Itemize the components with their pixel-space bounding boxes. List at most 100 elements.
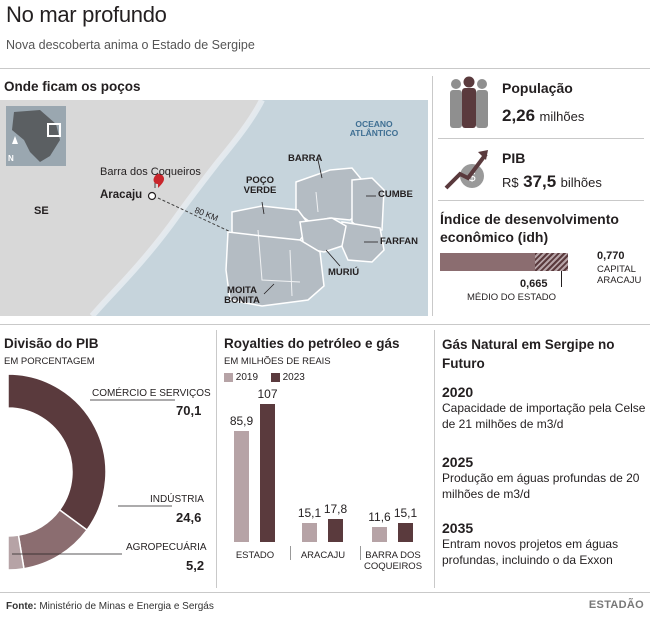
coastline [89, 100, 265, 316]
middle-divider [0, 324, 650, 325]
legend-label-2023: 2023 [282, 372, 305, 383]
page-subtitle: Nova descoberta anima o Estado de Sergip… [6, 38, 255, 52]
bar-barra-dos-coqueiros-2023 [398, 522, 413, 542]
compass-arrow [12, 136, 18, 144]
leader-poco-verde [261, 201, 265, 215]
donut-label-agro: AGROPECUÁRIA [126, 542, 207, 553]
future-text-2020: Capacidade de importação pela Celse de 2… [442, 401, 646, 432]
bar-label-aracaju-2019: 15,1 [297, 505, 322, 520]
leader-lines [154, 159, 378, 295]
future-year-2035: 2035 [442, 520, 474, 536]
wells-map: N SE Barra dos Coqueiros Aracaju 80 KM O… [0, 100, 428, 316]
map-section-title: Onde ficam os poços [4, 79, 141, 94]
barra-coqueiros-label: Barra dos Coqueiros [100, 166, 201, 178]
donut-value-agro: 5,2 [186, 558, 205, 573]
bar-label-barra-dos-coqueiros-2019: 11,6 [368, 510, 391, 525]
idh-state-bar [440, 253, 535, 271]
map-graphic [0, 100, 385, 316]
page-title: No mar profundo [6, 2, 167, 27]
future-item-2025: 2025 Produção em águas profundas de 20 m… [442, 454, 646, 502]
ocean-label: OCEANO ATLÂNTICO [349, 119, 399, 138]
well-label-farfan: FARFAN [380, 236, 418, 247]
well-label-cumbe: CUMBE [378, 189, 413, 200]
leader-barra [317, 159, 323, 179]
state-label: SE [34, 205, 49, 217]
people-icon [450, 76, 488, 128]
future-text-2025: Produção em águas profundas de 20 milhõe… [442, 471, 640, 502]
grid-line-2 [315, 191, 319, 213]
pib-division-unit: EM PORCENTAGEM [4, 356, 95, 367]
bar-estado-2023 [260, 403, 275, 542]
source-footer: Fonte: Ministério de Minas e Energia e S… [6, 601, 214, 612]
grid-line-3 [289, 249, 293, 297]
footer-divider [0, 592, 650, 593]
bar-estado-2019 [234, 431, 249, 542]
pib-division-title: Divisão do PIB [4, 336, 99, 351]
legend-swatch-2023 [270, 373, 280, 382]
category-label-estado: ESTADO [235, 550, 275, 561]
bar-label-barra-dos-coqueiros-2023: 15,1 [393, 505, 418, 520]
population-label: População [502, 80, 573, 96]
header-divider [0, 68, 650, 69]
source-label: Fonte: [6, 601, 37, 612]
pib-donut-svg [7, 373, 175, 571]
bar-label-aracaju-2023: 17,8 [323, 502, 348, 517]
compass-label: N [8, 154, 14, 163]
donut-slice-commerce [7, 373, 107, 532]
well-label-muriu: MURIÚ [328, 267, 360, 278]
gdp-divider [438, 200, 644, 201]
aracaju-dot [147, 191, 157, 201]
aracaju-label: Aracaju [100, 189, 143, 201]
leader-moita-bonita [263, 283, 275, 295]
population-value: 2,26 [502, 106, 536, 125]
well-blocks [225, 167, 385, 307]
future-title: Gás Natural em Sergipe no Futuro [442, 337, 615, 371]
growth-chart-icon: $ [444, 150, 488, 190]
bar-barra-dos-coqueiros-2019 [372, 527, 387, 542]
legend-label-2019: 2019 [235, 372, 259, 383]
royalties-legend: 2019 2023 [224, 372, 305, 383]
donut-label-commerce: COMÉRCIO E SERVIÇOS [92, 388, 211, 399]
well-label-poco-verde: POÇO VERDE [243, 175, 277, 196]
group-separator-1 [360, 546, 361, 560]
idh-state-leader [561, 271, 562, 287]
population-icon [442, 76, 496, 128]
block-moita-bonita [225, 231, 325, 307]
population-divider [438, 138, 644, 139]
gdp-label: PIB [502, 150, 526, 166]
stats-divider [432, 76, 433, 316]
future-text-2035: Entram novos projetos em águas profundas… [442, 537, 619, 568]
block-cumbe [351, 177, 385, 233]
category-label-barra-dos-coqueiros: BARRA DOS COQUEIROS [363, 550, 423, 573]
royalties-unit: EM MILHÕES DE REAIS [224, 356, 331, 367]
donut-value-commerce: 70,1 [176, 403, 202, 418]
idh-capital-value: 0,770 [597, 250, 625, 262]
brand-logo: ESTADÃO [588, 599, 644, 611]
well-label-moita-bonita: MOITA BONITA [224, 285, 260, 306]
idh-bar-track [440, 253, 590, 271]
future-year-2025: 2025 [442, 454, 474, 470]
bar-aracaju-2023 [328, 519, 343, 542]
future-item-2020: 2020 Capacidade de importação pela Celse… [442, 384, 646, 432]
gdp-unit: bilhões [560, 175, 602, 190]
idh-capital-bar [534, 253, 569, 271]
idh-state-value: 0,665 [520, 278, 548, 290]
leader-muriu [325, 249, 341, 267]
gdp-value: 37,5 [523, 172, 557, 191]
bar-label-estado-2023: 107 [257, 386, 278, 401]
block-grid [257, 191, 319, 297]
future-item-2035: 2035 Entram novos projetos em águas prof… [442, 520, 646, 568]
idh-state-label: MÉDIO DO ESTADO [467, 292, 557, 303]
donut-label-industry: INDÚSTRIA [150, 494, 204, 505]
barra-pin [153, 173, 165, 188]
gdp-icon: $ [442, 144, 492, 192]
population-unit: milhões [539, 109, 585, 124]
donut-value-industry: 24,6 [176, 510, 202, 525]
royalties-divider-left [216, 330, 217, 588]
well-label-barra: BARRA [288, 153, 323, 164]
population-value-row: 2,26 milhões [502, 106, 584, 126]
bar-aracaju-2019 [302, 522, 317, 542]
royalties-chart: 85,9 107 ESTADO 15,1 17,8 ARACAJU 11,6 15,1 BARR… [222, 386, 434, 580]
donut-slice-agro [7, 534, 25, 571]
source-text: Ministério de Minas e Energia e Sergás [39, 601, 214, 612]
